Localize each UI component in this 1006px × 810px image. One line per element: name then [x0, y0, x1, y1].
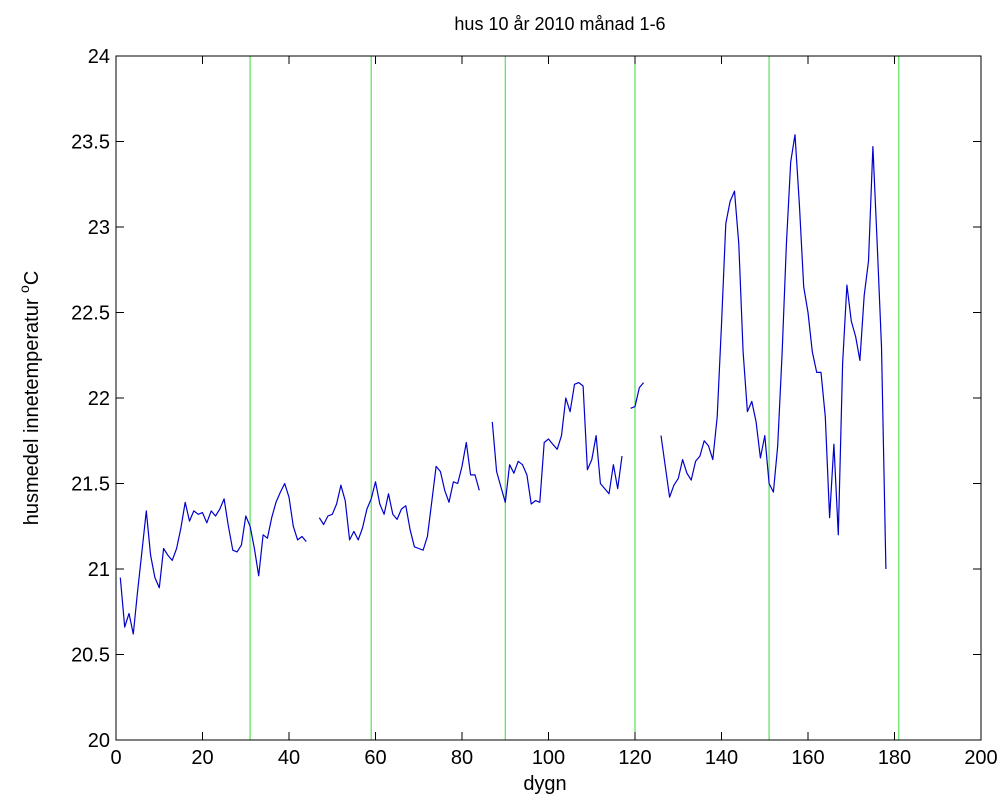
series-line-segment-2 — [318, 441, 480, 551]
x-tick-label: 60 — [364, 747, 386, 769]
x-tick-label: 40 — [278, 747, 300, 769]
y-tick-label: 22 — [88, 388, 110, 410]
series-line-segment-3 — [491, 382, 623, 505]
x-tick-labels: 0 20 40 60 80 100 120 140 160 180 200 — [110, 747, 997, 769]
x-tick-label: 160 — [791, 747, 824, 769]
y-axis-title-unit: C — [21, 271, 43, 285]
y-tick-label: 21.5 — [71, 474, 110, 496]
x-tick-label: 80 — [451, 747, 473, 769]
plot-frame — [115, 55, 982, 741]
series-line-segment-1 — [119, 482, 307, 635]
series-lines — [119, 134, 887, 635]
y-tick-label: 23.5 — [71, 132, 110, 154]
y-axis-title-unit-superscript: o — [16, 285, 32, 293]
y-tick-label: 23 — [88, 217, 110, 239]
y-tick-label: 24 — [88, 46, 110, 68]
series-line-segment-4 — [630, 382, 645, 409]
month-boundary-lines — [249, 56, 900, 740]
chart-title: hus 10 år 2010 månad 1-6 — [454, 14, 665, 34]
x-tick-label: 120 — [618, 747, 651, 769]
y-axis-title: husmedel innetemperatur oC — [16, 271, 43, 526]
y-tick-label: 20.5 — [71, 645, 110, 667]
x-axis-title: dygn — [523, 773, 566, 795]
x-tick-label: 20 — [191, 747, 213, 769]
axis-ticks — [115, 55, 982, 741]
y-tick-label: 22.5 — [71, 303, 110, 325]
x-tick-label: 100 — [532, 747, 565, 769]
y-tick-label: 21 — [88, 559, 110, 581]
x-tick-label: 180 — [878, 747, 911, 769]
x-tick-label: 0 — [110, 747, 121, 769]
x-tick-label: 140 — [705, 747, 738, 769]
y-tick-label: 20 — [88, 730, 110, 752]
y-tick-labels: 20 20.5 21 21.5 22 22.5 23 23.5 24 — [71, 46, 110, 752]
series-line-segment-5 — [660, 134, 887, 570]
y-axis-title-main: husmedel innetemperatur — [21, 293, 43, 525]
x-tick-label: 200 — [964, 747, 997, 769]
